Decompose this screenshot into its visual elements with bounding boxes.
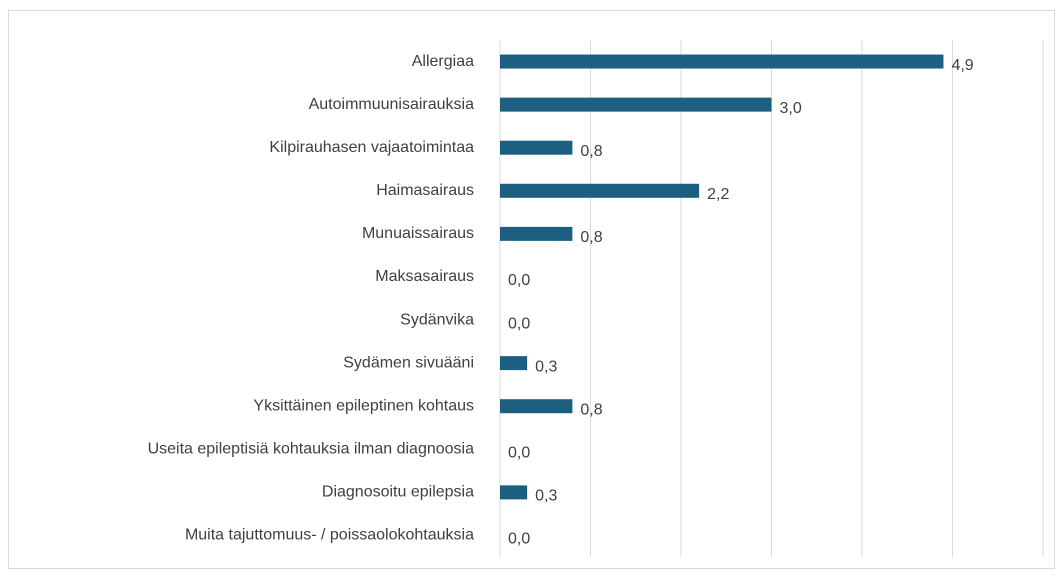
y-tick-label: Munuaissairaus <box>362 225 474 242</box>
value-label: 0,8 <box>580 229 602 246</box>
y-tick-label: Yksittäinen epileptinen kohtaus <box>253 397 474 414</box>
y-tick-label: Sydänvika <box>400 311 474 328</box>
value-label: 0,0 <box>508 531 530 548</box>
value-label: 0,0 <box>508 315 530 332</box>
bar <box>500 54 944 69</box>
value-label: 0,0 <box>508 445 530 462</box>
bar <box>500 226 573 241</box>
bar <box>500 485 528 500</box>
y-tick-label: Maksasairaus <box>375 268 474 285</box>
value-label: 0,3 <box>535 358 557 375</box>
y-tick-label: Haimasairaus <box>376 182 474 199</box>
bar <box>500 140 573 155</box>
y-tick-label: Kilpirauhasen vajaatoimintaa <box>269 139 474 156</box>
value-label: 4,9 <box>951 57 973 74</box>
value-label: 0,8 <box>580 143 602 160</box>
y-tick-label: Muita tajuttomuus- / poissaolokohtauksia <box>185 527 474 544</box>
value-label: 3,0 <box>780 100 802 117</box>
y-tick-label: Autoimmuunisairauksia <box>309 96 475 113</box>
bar <box>500 399 573 414</box>
bar <box>500 97 772 112</box>
y-tick-label: Sydämen sivuääni <box>343 354 474 371</box>
bar <box>500 356 528 371</box>
y-tick-label: Useita epileptisiä kohtauksia ilman diag… <box>148 441 475 458</box>
y-tick-label: Diagnosoitu epilepsia <box>322 484 474 501</box>
y-tick-label: Allergiaa <box>412 53 474 70</box>
value-label: 2,2 <box>707 186 729 203</box>
value-label: 0,0 <box>508 272 530 289</box>
value-label: 0,8 <box>580 401 602 418</box>
value-label: 0,3 <box>535 488 557 505</box>
bar <box>500 183 700 198</box>
chart-frame <box>8 10 1055 569</box>
